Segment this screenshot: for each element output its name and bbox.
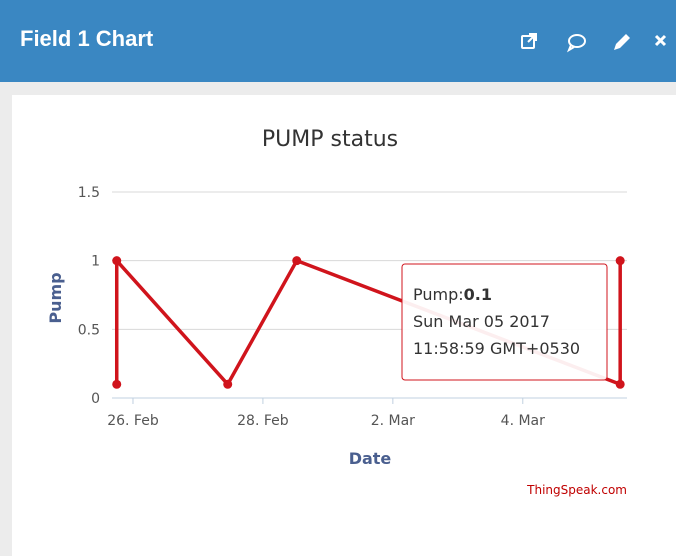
y-axis-label: Pump xyxy=(46,272,65,323)
data-point xyxy=(292,256,302,266)
data-point xyxy=(223,379,233,389)
header-icons xyxy=(521,33,667,53)
x-axis-label: Date xyxy=(349,449,392,468)
y-tick-label: 1.5 xyxy=(78,185,100,201)
tooltip-box xyxy=(401,263,608,381)
series-line xyxy=(114,258,622,387)
x-tick-label: 2. Mar xyxy=(371,413,415,429)
x-tick-label: 4. Mar xyxy=(501,413,545,429)
data-point xyxy=(112,256,122,266)
edit-icon[interactable] xyxy=(614,34,630,50)
x-tick-label: 28. Feb xyxy=(237,413,289,429)
x-tick-label: 26. Feb xyxy=(107,413,159,429)
data-point xyxy=(615,256,625,266)
header-title: Field 1 Chart xyxy=(20,26,154,51)
data-point xyxy=(112,379,122,389)
tooltip-date: Sun Mar 05 2017 xyxy=(413,312,550,331)
open-icon[interactable] xyxy=(521,33,537,49)
header: Field 1 Chart xyxy=(0,0,676,82)
chart-title: PUMP status xyxy=(262,127,398,152)
y-tick-label: 0 xyxy=(91,391,100,407)
tooltip-line: Pump:0.1 xyxy=(413,285,492,304)
tooltip-value: 0.1 xyxy=(464,285,492,304)
tooltip: Pump:0.1 Sun Mar 05 2017 11:58:59 GMT+0530 xyxy=(401,263,608,381)
close-icon[interactable] xyxy=(654,34,667,47)
y-tick-label: 0.5 xyxy=(78,322,100,338)
tooltip-series: Pump: xyxy=(413,285,464,304)
y-tick-label: 1 xyxy=(91,254,100,270)
credits[interactable]: ThingSpeak.com xyxy=(526,483,627,497)
comment-icon[interactable] xyxy=(566,34,586,53)
tooltip-time: 11:58:59 GMT+0530 xyxy=(413,339,580,358)
data-point xyxy=(615,379,625,389)
